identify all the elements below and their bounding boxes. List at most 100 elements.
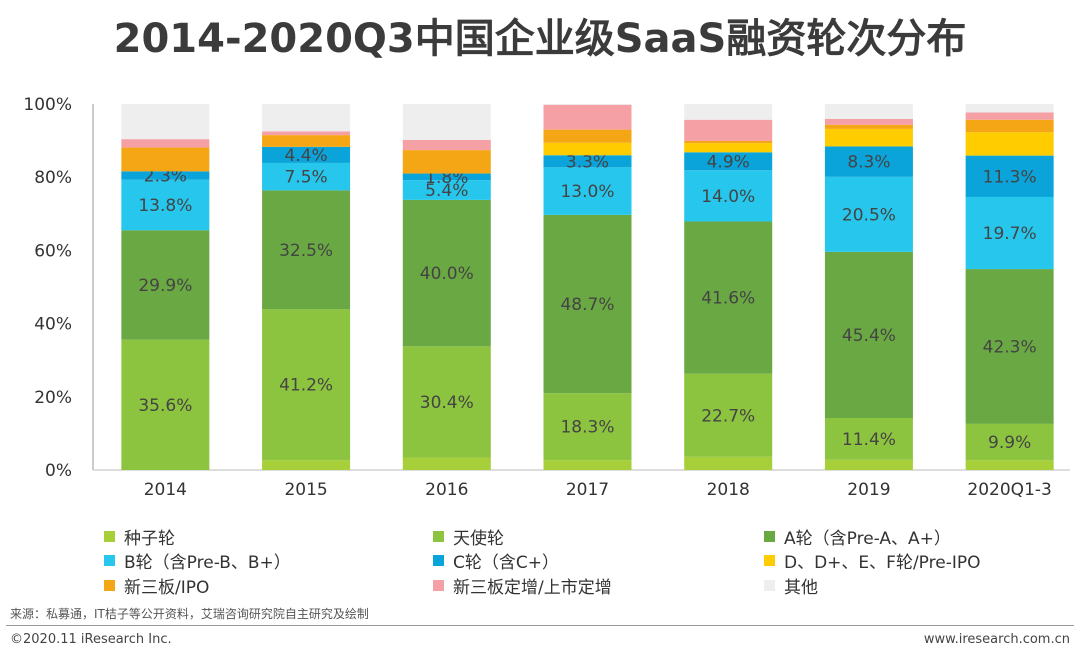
bar-segment-seed: [402, 457, 491, 470]
y-tick-label: 20%: [34, 388, 72, 408]
x-tick-label: 2019: [847, 480, 890, 500]
bar-segment-roundB: [684, 170, 773, 222]
data-label: 30.4%: [420, 393, 474, 413]
data-label: 9.9%: [988, 433, 1031, 453]
y-tick-label: 60%: [34, 241, 72, 261]
bar-segment-neeqIpo: [121, 147, 210, 172]
bar-segment-neeqIpo: [262, 135, 351, 147]
data-label: 22.7%: [701, 406, 755, 426]
bar-segment-angel: [262, 309, 351, 461]
bar-segment-other: [402, 104, 491, 140]
bar-segment-seed: [684, 456, 773, 470]
data-label: 4.4%: [284, 146, 327, 166]
data-label: 18.3%: [560, 418, 614, 438]
bar-segment-angel: [402, 346, 491, 458]
bar-segment-roundA: [402, 199, 491, 347]
bar-segment-seed: [262, 460, 351, 470]
bar-segment-neeqPlacement: [824, 119, 913, 125]
bar-segment-roundDF: [965, 132, 1054, 156]
data-label: 41.2%: [279, 376, 333, 396]
bar-segment-other: [121, 104, 210, 140]
bar-segment-roundA: [262, 190, 351, 310]
bar-segment-roundA: [121, 230, 210, 340]
bar-segment-roundA: [684, 221, 773, 374]
bar-segment-neeqIpo: [824, 124, 913, 129]
data-label: 41.6%: [701, 289, 755, 309]
y-tick-label: 100%: [23, 95, 72, 115]
bar-segment-neeqIpo: [684, 140, 773, 144]
copyright-text: ©2020.11 iResearch Inc.: [10, 632, 172, 647]
website-text: www.iresearch.com.cn: [923, 632, 1070, 647]
bar-segment-roundA: [965, 269, 1054, 424]
bar-segment-roundB: [824, 176, 913, 252]
bar-segment-roundDF: [543, 142, 632, 156]
data-label: 13.8%: [138, 196, 192, 216]
data-label: 2.3%: [144, 167, 187, 187]
data-label: 11.3%: [983, 167, 1037, 187]
bar-segment-roundDF: [684, 143, 773, 153]
x-tick-label: 2014: [144, 480, 187, 500]
bar-segment-roundC: [684, 152, 773, 171]
bar-segment-roundDF: [824, 128, 913, 147]
x-tick-label: 2017: [566, 480, 609, 500]
chart-title: 2014-2020Q3中国企业级SaaS融资轮次分布: [113, 16, 967, 62]
data-label: 7.5%: [284, 168, 327, 188]
data-label: 42.3%: [983, 337, 1037, 357]
bar-segment-other: [965, 104, 1054, 113]
bar-segment-neeqIpo: [402, 150, 491, 174]
bar-segment-neeqIpo: [543, 129, 632, 143]
bar-segment-roundC: [402, 173, 491, 181]
bar-segment-neeqPlacement: [402, 139, 491, 151]
y-tick-label: 40%: [34, 315, 72, 335]
bar-segment-neeqPlacement: [262, 131, 351, 136]
bar-segment-angel: [824, 418, 913, 460]
bar-segment-roundA: [543, 214, 632, 394]
bar-segment-roundC: [965, 155, 1054, 197]
bar-segment-neeqPlacement: [121, 139, 210, 148]
data-label: 4.9%: [707, 152, 750, 172]
data-label: 19.7%: [983, 224, 1037, 244]
data-label: 3.3%: [566, 152, 609, 172]
bar-segment-roundB: [262, 162, 351, 191]
bar-segment-roundB: [965, 196, 1054, 270]
bar-segment-angel: [543, 393, 632, 461]
data-label: 40.0%: [420, 264, 474, 284]
bar-segment-roundB: [121, 179, 210, 231]
bar-segment-roundA: [824, 251, 913, 419]
bar-segment-angel: [121, 339, 210, 470]
bar-segment-roundB: [543, 167, 632, 215]
data-label: 20.5%: [842, 205, 896, 225]
bar-segment-other: [262, 104, 351, 132]
bar-segment-neeqIpo: [965, 119, 1054, 133]
footer-divider: [6, 625, 1074, 626]
y-tick-label: 0%: [45, 461, 72, 481]
bar-segment-seed: [543, 460, 632, 470]
data-label: 45.4%: [842, 326, 896, 346]
bar-segment-other: [684, 104, 773, 120]
data-label: 13.0%: [560, 182, 614, 202]
data-label: 11.4%: [842, 430, 896, 450]
bar-segment-other: [824, 104, 913, 120]
bar-segment-seed: [965, 460, 1054, 470]
data-label: 5.4%: [425, 181, 468, 201]
y-tick-label: 80%: [34, 168, 72, 188]
bar-segment-other: [543, 104, 632, 105]
x-tick-label: 2016: [425, 480, 468, 500]
x-tick-label: 2015: [284, 480, 327, 500]
x-tick-label: 2020Q1-3: [967, 480, 1051, 500]
bar-segment-roundC: [543, 155, 632, 168]
bar-segment-roundB: [402, 180, 491, 200]
bar-segment-roundC: [121, 171, 210, 180]
data-label: 29.9%: [138, 276, 192, 296]
data-label: 48.7%: [560, 295, 614, 315]
bar-segment-angel: [965, 423, 1054, 461]
bar-segment-seed: [824, 459, 913, 470]
bar-segment-roundC: [824, 146, 913, 177]
bar-segment-neeqPlacement: [543, 104, 632, 130]
source-note: 来源：私募通，IT桔子等公开资料，艾瑞咨询研究院自主研究及绘制: [10, 607, 369, 621]
data-label: 14.0%: [701, 187, 755, 207]
bar-segment-roundC: [262, 146, 351, 163]
bar-segment-neeqPlacement: [965, 112, 1054, 120]
data-label: 35.6%: [138, 396, 192, 416]
